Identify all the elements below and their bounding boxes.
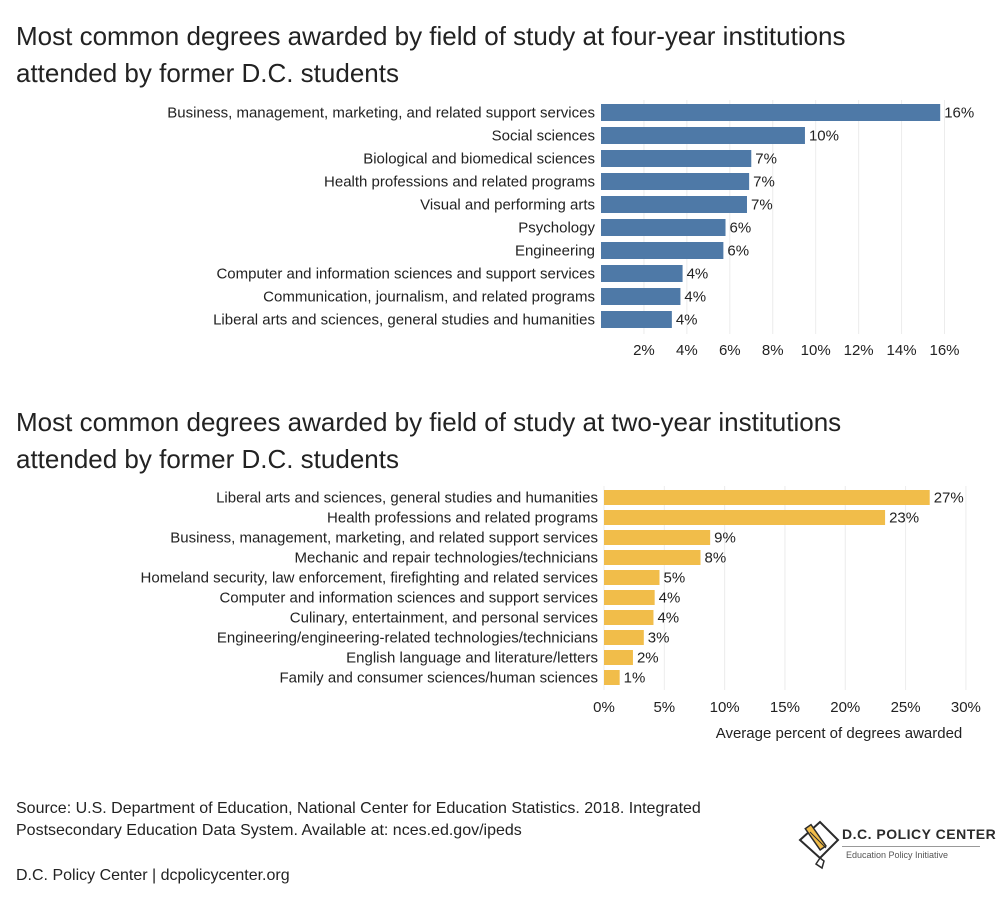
chart-1-category-label: Visual and performing arts bbox=[420, 197, 595, 214]
chart-1-category-label: Liberal arts and sciences, general studi… bbox=[213, 312, 595, 329]
chart-2-data-label: 9% bbox=[714, 530, 736, 547]
chart-2-tick-label: 30% bbox=[951, 699, 981, 716]
chart-1-tick-label: 2% bbox=[633, 342, 655, 359]
chart-1-data-label: 6% bbox=[727, 243, 749, 260]
chart-1-data-label: 10% bbox=[809, 128, 839, 145]
chart-1-tick-label: 14% bbox=[887, 342, 917, 359]
chart-2-title-line-1: Most common degrees awarded by field of … bbox=[16, 407, 842, 437]
chart-2-bar bbox=[604, 570, 660, 585]
chart-1-bar bbox=[601, 104, 941, 121]
chart-1-title-line-1: Most common degrees awarded by field of … bbox=[16, 21, 846, 51]
chart-2-title-line-2: attended by former D.C. students bbox=[16, 444, 399, 474]
chart-2-category-label: Health professions and related programs bbox=[327, 510, 598, 527]
chart-2-category-label: Liberal arts and sciences, general studi… bbox=[216, 490, 598, 507]
chart-2-category-label: Family and consumer sciences/human scien… bbox=[280, 670, 598, 687]
chart-1-bar bbox=[601, 127, 805, 144]
chart-2-tick-label: 5% bbox=[653, 699, 675, 716]
chart-2-bar bbox=[604, 630, 644, 645]
chart-2-data-label: 8% bbox=[705, 550, 727, 567]
logo-divider bbox=[842, 846, 980, 847]
chart-1-bar bbox=[601, 196, 747, 213]
chart-1-category-label: Social sciences bbox=[492, 128, 595, 145]
chart-1-category-label: Health professions and related programs bbox=[324, 174, 595, 191]
chart-2-bar bbox=[604, 650, 633, 665]
chart-1-data-label: 16% bbox=[944, 105, 974, 122]
chart-2-title: Most common degrees awarded by field of … bbox=[16, 404, 986, 478]
chart-1-category-label: Business, management, marketing, and rel… bbox=[167, 105, 595, 122]
chart-1-bar bbox=[601, 311, 672, 328]
chart-2-bar bbox=[604, 590, 655, 605]
chart-1-tick-label: 6% bbox=[719, 342, 741, 359]
logo-name: D.C. POLICY CENTER bbox=[842, 826, 997, 842]
two-year-bar-chart: Liberal arts and sciences, general studi… bbox=[141, 486, 981, 742]
chart-2-tick-label: 25% bbox=[891, 699, 921, 716]
chart-1-tick-label: 10% bbox=[801, 342, 831, 359]
chart-1-bar bbox=[601, 288, 681, 305]
source-line-2: Postsecondary Education Data System. Ava… bbox=[16, 822, 522, 839]
chart-2-tick-label: 10% bbox=[710, 699, 740, 716]
chart-1-category-label: Computer and information sciences and su… bbox=[216, 266, 595, 283]
source-line-1: Source: U.S. Department of Education, Na… bbox=[16, 800, 701, 817]
chart-1-category-label: Psychology bbox=[518, 220, 595, 237]
chart-1-tick-label: 4% bbox=[676, 342, 698, 359]
chart-2-data-label: 2% bbox=[637, 650, 659, 667]
chart-1-data-label: 7% bbox=[753, 174, 775, 191]
four-year-bar-chart: Business, management, marketing, and rel… bbox=[167, 100, 974, 359]
chart-1-data-label: 7% bbox=[751, 197, 773, 214]
chart-2-bar bbox=[604, 510, 886, 525]
chart-2-category-label: Engineering/engineering-related technolo… bbox=[217, 630, 598, 647]
chart-1-data-label: 4% bbox=[687, 266, 709, 283]
chart-1-title-line-2: attended by former D.C. students bbox=[16, 58, 399, 88]
chart-2-category-label: Culinary, entertainment, and personal se… bbox=[290, 610, 598, 627]
chart-2-data-label: 5% bbox=[663, 570, 685, 587]
chart-1-bar bbox=[601, 242, 724, 259]
chart-2-bar bbox=[604, 610, 654, 625]
credit-line: D.C. Policy Center | dcpolicycenter.org bbox=[16, 867, 290, 884]
chart-2-category-label: Homeland security, law enforcement, fire… bbox=[141, 570, 598, 587]
chart-2-data-label: 23% bbox=[889, 510, 919, 527]
chart-2-tick-label: 20% bbox=[830, 699, 860, 716]
chart-2-category-label: Business, management, marketing, and rel… bbox=[170, 530, 598, 547]
chart-2-bar bbox=[604, 490, 930, 505]
chart-1-data-label: 6% bbox=[730, 220, 752, 237]
chart-1-tick-label: 12% bbox=[844, 342, 874, 359]
chart-2-data-label: 27% bbox=[934, 490, 964, 507]
chart-2-category-label: English language and literature/letters bbox=[346, 650, 598, 667]
chart-1-category-label: Communication, journalism, and related p… bbox=[263, 289, 595, 306]
chart-1-category-label: Engineering bbox=[515, 243, 595, 260]
chart-2-category-label: Computer and information sciences and su… bbox=[219, 590, 598, 607]
chart-2-category-label: Mechanic and repair technologies/technic… bbox=[294, 550, 598, 567]
chart-2-x-axis-label: Average percent of degrees awarded bbox=[716, 725, 963, 742]
logo-subtitle: Education Policy Initiative bbox=[846, 850, 949, 860]
chart-1-bar bbox=[601, 265, 683, 282]
chart-1-data-label: 4% bbox=[676, 312, 698, 329]
chart-2-data-label: 4% bbox=[659, 590, 681, 607]
chart-2-data-label: 4% bbox=[657, 610, 679, 627]
chart-1-bar bbox=[601, 173, 750, 190]
chart-1-bar bbox=[601, 150, 752, 167]
chart-2-bar bbox=[604, 530, 711, 545]
chart-1-tick-label: 8% bbox=[762, 342, 784, 359]
chart-2-data-label: 3% bbox=[648, 630, 670, 647]
chart-1-data-label: 4% bbox=[684, 289, 706, 306]
chart-1-title: Most common degrees awarded by field of … bbox=[16, 18, 986, 92]
chart-2-tick-label: 15% bbox=[770, 699, 800, 716]
chart-1-data-label: 7% bbox=[755, 151, 777, 168]
chart-2-data-label: 1% bbox=[624, 670, 646, 687]
dc-map-pencil-icon bbox=[798, 820, 840, 870]
chart-1-category-label: Biological and biomedical sciences bbox=[363, 151, 595, 168]
chart-2-bar bbox=[604, 550, 701, 565]
chart-2-bar bbox=[604, 670, 620, 685]
dc-policy-center-logo: D.C. POLICY CENTER Education Policy Init… bbox=[796, 818, 996, 878]
chart-2-tick-label: 0% bbox=[593, 699, 615, 716]
chart-1-bar bbox=[601, 219, 726, 236]
chart-1-tick-label: 16% bbox=[929, 342, 959, 359]
